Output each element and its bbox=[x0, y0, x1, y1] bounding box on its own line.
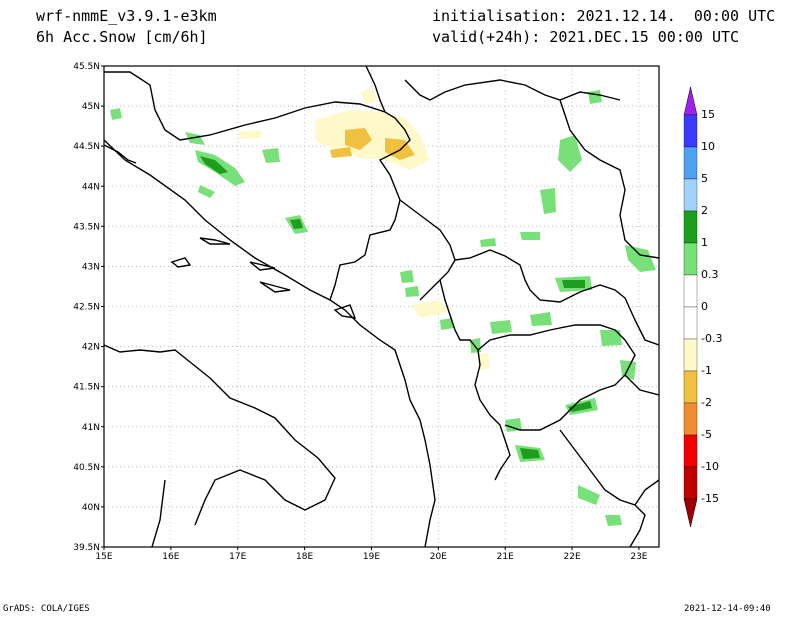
footer-credit: GrADS: COLA/IGES bbox=[3, 604, 90, 614]
field-title: 6h Acc.Snow [cm/6h] bbox=[36, 28, 208, 46]
legend-label: 0.3 bbox=[701, 268, 719, 281]
legend-label: 5 bbox=[701, 172, 708, 185]
legend-label: -15 bbox=[701, 492, 719, 505]
valid-time: valid(+24h): 2021.DEC.15 00:00 UTC bbox=[432, 28, 740, 46]
legend-swatch bbox=[683, 402, 698, 436]
lat-tick-label: 43N bbox=[82, 262, 100, 272]
legend-label: -2 bbox=[701, 396, 712, 409]
legend-swatch bbox=[683, 370, 698, 404]
model-title: wrf-nmmE_v3.9.1-e3km bbox=[36, 7, 217, 25]
lon-tick-label: 16E bbox=[162, 552, 179, 562]
legend-swatch bbox=[683, 178, 698, 212]
legend-swatch bbox=[683, 498, 698, 528]
legend-swatch bbox=[683, 242, 698, 276]
lat-tick-label: 41.5N bbox=[73, 383, 100, 393]
legend-swatch bbox=[683, 86, 698, 116]
legend-label: -1 bbox=[701, 364, 712, 377]
legend-label: -10 bbox=[701, 460, 719, 473]
lon-tick-label: 18E bbox=[296, 552, 313, 562]
color-legend: 15 10 5 2 1 0.3 0 -0.3 -1 -2 -5 -10 -15 bbox=[683, 86, 722, 528]
lat-tick-label: 42N bbox=[82, 343, 100, 353]
legend-swatch bbox=[683, 434, 698, 468]
legend-swatch bbox=[683, 274, 698, 308]
lon-tick-label: 22E bbox=[564, 552, 581, 562]
lat-tick-label: 40N bbox=[82, 503, 100, 513]
lat-tick-label: 39.5N bbox=[73, 543, 100, 553]
lon-tick-label: 19E bbox=[363, 552, 380, 562]
legend-swatch bbox=[683, 338, 698, 372]
legend-label: -0.3 bbox=[701, 332, 722, 345]
legend-swatch bbox=[683, 146, 698, 180]
lon-tick-label: 23E bbox=[630, 552, 647, 562]
lat-tick-label: 45N bbox=[82, 102, 100, 112]
legend-swatch bbox=[683, 466, 698, 500]
legend-swatch bbox=[683, 306, 698, 340]
lat-tick-label: 42.5N bbox=[73, 303, 100, 313]
lat-tick-label: 44N bbox=[82, 182, 100, 192]
lat-tick-label: 41N bbox=[82, 423, 100, 433]
legend-swatch bbox=[683, 114, 698, 148]
latitude-axis: 45.5N 45N 44.5N 44N 43.5N 43N 42.5N 42N 41.5N 41N… bbox=[73, 62, 104, 553]
lat-tick-label: 40.5N bbox=[73, 463, 100, 473]
lon-tick-label: 21E bbox=[497, 552, 514, 562]
legend-swatch bbox=[683, 210, 698, 244]
longitude-axis: 15E 16E 17E 18E 19E 20E 21E 22E 23E bbox=[95, 547, 648, 562]
legend-label: 0 bbox=[701, 300, 708, 313]
snow-shading bbox=[110, 88, 656, 526]
legend-label: 15 bbox=[701, 108, 715, 121]
lat-tick-label: 45.5N bbox=[73, 62, 100, 72]
lon-tick-label: 17E bbox=[229, 552, 246, 562]
initialisation-time: initialisation: 2021.12.14. 00:00 UTC bbox=[432, 7, 776, 25]
coastlines-borders bbox=[104, 66, 659, 547]
legend-label: 1 bbox=[701, 236, 708, 249]
lat-tick-label: 43.5N bbox=[73, 222, 100, 232]
footer-timestamp: 2021-12-14-09:40 bbox=[684, 604, 771, 614]
legend-label: 10 bbox=[701, 140, 715, 153]
legend-label: 2 bbox=[701, 204, 708, 217]
lon-tick-label: 15E bbox=[95, 552, 112, 562]
lat-tick-label: 44.5N bbox=[73, 142, 100, 152]
lon-tick-label: 20E bbox=[430, 552, 447, 562]
legend-label: -5 bbox=[701, 428, 712, 441]
